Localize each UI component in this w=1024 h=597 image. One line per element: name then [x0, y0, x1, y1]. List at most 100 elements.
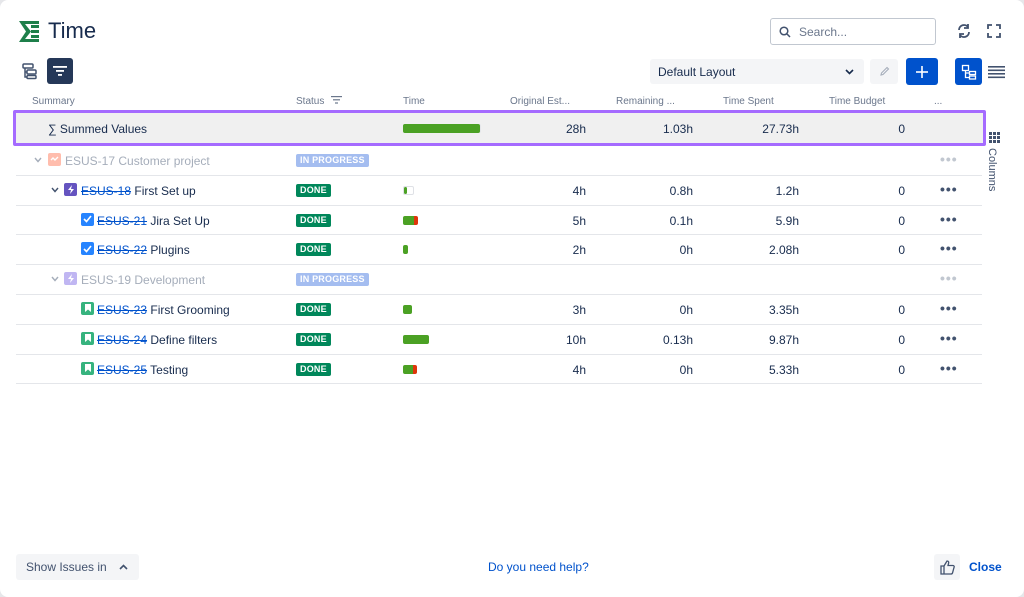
more-actions-icon[interactable]: •••: [940, 240, 958, 257]
issue-key[interactable]: ESUS-18: [81, 183, 132, 198]
time-spent: 2.08h: [768, 243, 799, 258]
time-progress-bar: [403, 364, 417, 374]
table-row[interactable]: ESUS-17 Customer project IN PROGRESS •••: [16, 146, 982, 176]
issue-summary: Plugins: [150, 243, 190, 258]
time-progress-bar: [403, 245, 408, 255]
column-header-original-estimate[interactable]: Original Est...: [510, 96, 571, 107]
search-field[interactable]: [770, 18, 936, 45]
summed-time-progress-fill: [403, 124, 481, 133]
column-header-time-spent[interactable]: Time Spent: [723, 96, 774, 107]
add-button[interactable]: [906, 58, 938, 85]
show-issues-in-button[interactable]: Show Issues in: [16, 554, 139, 580]
remaining-estimate: 0h: [679, 302, 693, 317]
expand-icon: [987, 24, 1001, 38]
column-header-more[interactable]: ...: [934, 96, 943, 107]
show-issues-in-label: Show Issues in: [26, 560, 107, 574]
issue-key[interactable]: ESUS-17: [65, 154, 116, 168]
table-row[interactable]: ESUS-24 Define filters DONE 10h 0.13h 9.…: [16, 325, 982, 355]
more-actions-icon[interactable]: •••: [940, 359, 958, 376]
columns-panel-toggle[interactable]: Columns: [986, 130, 1004, 200]
layout-select-value: Default Layout: [658, 64, 736, 79]
summed-remaining: 1.03h: [662, 122, 693, 136]
time-progress-bar: [403, 185, 414, 195]
columns-label: Columns: [986, 148, 998, 192]
chevron-down-icon[interactable]: [34, 156, 42, 164]
table-row[interactable]: ESUS-18 First Set up DONE 4h 0.8h 1.2h 0…: [16, 176, 982, 206]
summed-values-label: ∑ Summed Values: [48, 122, 148, 136]
issue-key[interactable]: ESUS-22: [97, 243, 148, 258]
hierarchy-button[interactable]: [17, 58, 43, 84]
more-actions-icon[interactable]: •••: [940, 180, 958, 197]
status-badge: DONE: [296, 302, 331, 316]
status-badge: DONE: [296, 243, 331, 257]
time-progress-fill: [403, 245, 408, 255]
time-progress-bar: [403, 334, 429, 344]
column-header-status[interactable]: Status: [296, 96, 343, 107]
chevron-down-icon[interactable]: [51, 186, 59, 194]
column-header-time[interactable]: Time: [403, 96, 425, 107]
time-spent: 3.35h: [768, 302, 799, 317]
original-estimate: 10h: [565, 332, 586, 347]
remaining-estimate: 0.1h: [669, 213, 693, 228]
time-progress-bar: [403, 215, 418, 225]
column-header-summary[interactable]: Summary: [32, 96, 75, 107]
summed-original-estimate: 28h: [565, 122, 586, 136]
time-progress-bar: [403, 304, 412, 314]
refresh-button[interactable]: [951, 18, 977, 44]
issue-key[interactable]: ESUS-25: [97, 362, 148, 377]
filter-icon: [331, 96, 343, 104]
more-actions-icon[interactable]: •••: [940, 151, 958, 167]
help-link[interactable]: Do you need help?: [488, 560, 589, 574]
epic-icon: [64, 182, 77, 196]
layout-select[interactable]: Default Layout: [650, 59, 864, 84]
table-row[interactable]: ESUS-22 Plugins DONE 2h 0h 2.08h 0 •••: [16, 235, 982, 266]
table-row[interactable]: ESUS-25 Testing DONE 4h 0h 5.33h 0 •••: [16, 355, 982, 385]
remaining-estimate: 0.13h: [662, 332, 693, 347]
time-progress-fill: [403, 334, 429, 344]
table-row[interactable]: ESUS-21 Jira Set Up DONE 5h 0.1h 5.9h 0 …: [16, 206, 982, 236]
issue-key[interactable]: ESUS-24: [97, 332, 148, 347]
plus-icon: [916, 65, 928, 78]
filter-button[interactable]: [47, 58, 73, 84]
feedback-button[interactable]: [934, 554, 960, 580]
time-progress-fill: [403, 304, 412, 314]
table-row[interactable]: ESUS-23 First Grooming DONE 3h 0h 3.35h …: [16, 295, 982, 325]
original-estimate: 3h: [572, 302, 586, 317]
column-header-remaining[interactable]: Remaining ...: [616, 96, 675, 107]
issue-summary: Jira Set Up: [150, 213, 210, 228]
more-actions-icon[interactable]: •••: [940, 210, 958, 227]
time-budget: 0: [898, 213, 905, 228]
time-app-logo-icon: [19, 21, 39, 42]
time-spent: 1.2h: [775, 183, 799, 198]
pencil-icon: [879, 66, 889, 76]
issue-key[interactable]: ESUS-19: [81, 273, 132, 288]
summed-time-spent: 27.73h: [762, 122, 799, 136]
story-icon: [81, 301, 94, 315]
filter-icon: [53, 66, 67, 76]
edit-layout-button[interactable]: [870, 59, 898, 84]
issue-summary: Development: [134, 273, 206, 288]
search-input[interactable]: [799, 24, 929, 39]
list-view-button[interactable]: [985, 58, 1007, 85]
time-spent: 5.9h: [775, 213, 799, 228]
close-button[interactable]: Close: [969, 560, 1002, 574]
table-row[interactable]: ESUS-19 Development IN PROGRESS •••: [16, 265, 982, 295]
more-actions-icon[interactable]: •••: [940, 299, 958, 316]
fullscreen-button[interactable]: [981, 18, 1007, 44]
tree-view-button[interactable]: [955, 58, 982, 85]
time-budget: 0: [898, 183, 905, 198]
time-overrun-fill: [413, 364, 417, 374]
column-header-status-label: Status: [296, 96, 325, 107]
more-actions-icon[interactable]: •••: [940, 270, 958, 287]
more-actions-icon[interactable]: •••: [940, 329, 958, 346]
time-budget: 0: [898, 362, 905, 377]
remaining-estimate: 0h: [679, 243, 693, 258]
chevron-up-icon: [119, 564, 128, 570]
chevron-down-icon[interactable]: [51, 275, 59, 283]
column-header-time-budget[interactable]: Time Budget: [829, 96, 886, 107]
issue-summary: Testing: [150, 362, 189, 377]
original-estimate: 2h: [572, 243, 586, 258]
issue-key[interactable]: ESUS-23: [97, 302, 148, 317]
issue-key[interactable]: ESUS-21: [97, 213, 148, 228]
